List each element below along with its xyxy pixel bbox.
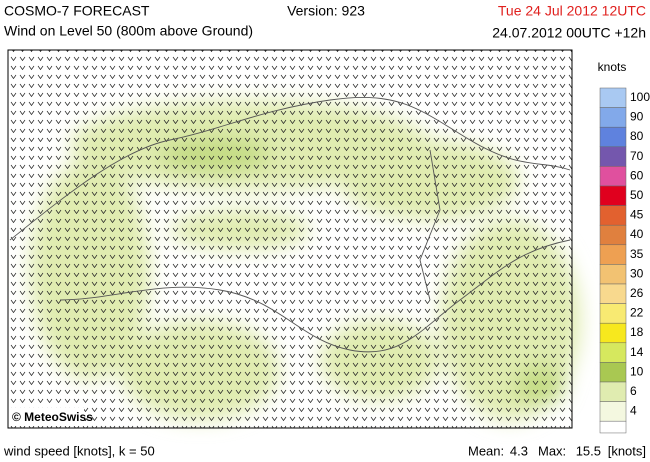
legend-swatch	[599, 146, 627, 167]
unit: [knots]	[608, 443, 646, 458]
legend-label: 30	[630, 266, 644, 280]
legend-label: 80	[630, 129, 644, 143]
legend-swatch	[599, 264, 627, 285]
map: © MeteoSwiss	[7, 49, 580, 429]
version: Version: 923	[287, 3, 365, 19]
map-border	[7, 49, 573, 429]
valid-time: Tue 24 Jul 2012 12UTC	[498, 3, 646, 19]
legend-label: 22	[630, 306, 644, 320]
legend: 100 90 80 70 60 50 45 40 35 30 26 22 18 14 10 6 4	[599, 87, 650, 434]
legend-swatch	[599, 283, 627, 304]
title: COSMO-7 FORECAST	[4, 3, 150, 19]
legend-label: 10	[630, 364, 644, 378]
run-time: 24.07.2012 00UTC +12h	[492, 25, 646, 41]
mean: 4.3	[510, 443, 528, 458]
legend-swatch	[599, 126, 627, 148]
border	[59, 239, 571, 353]
legend-swatch	[599, 87, 627, 108]
legend-label: 40	[630, 227, 644, 241]
legend-label: 6	[630, 384, 637, 398]
legend-label: 60	[630, 168, 644, 182]
legend-label: 35	[630, 247, 644, 261]
legend-swatch	[599, 401, 627, 422]
caption: wind speed [knots], k = 50	[3, 443, 155, 458]
legend-swatch	[599, 303, 627, 324]
max-label: Max:	[538, 443, 566, 458]
legend-label: 45	[630, 208, 644, 222]
mean-label: Mean:	[468, 443, 504, 458]
legend-label: 70	[630, 149, 644, 163]
legend-swatch	[599, 362, 627, 383]
legend-label: 100	[630, 90, 650, 104]
credit-box	[10, 408, 84, 426]
legend-swatch	[599, 420, 627, 434]
credit: © MeteoSwiss	[12, 410, 93, 424]
legend-label: 50	[630, 188, 644, 202]
legend-label: 14	[630, 345, 644, 359]
legend-swatch	[599, 224, 627, 246]
legend-title: knots	[598, 60, 627, 74]
wind-arrows	[8, 50, 572, 428]
legend-swatch	[599, 381, 627, 402]
legend-swatch	[599, 107, 627, 128]
border	[9, 96, 571, 241]
legend-swatch	[599, 342, 627, 363]
legend-label: 90	[630, 110, 644, 124]
legend-swatch	[599, 205, 627, 226]
legend-label: 18	[630, 325, 644, 339]
legend-swatch	[599, 185, 627, 206]
max: 15.5	[576, 443, 601, 458]
border	[419, 149, 441, 301]
legend-swatch	[599, 244, 627, 265]
legend-swatch	[599, 322, 627, 344]
legend-label: 4	[630, 404, 637, 418]
subtitle: Wind on Level 50 (800m above Ground)	[4, 23, 253, 39]
legend-swatch	[599, 166, 627, 187]
legend-label: 26	[630, 286, 644, 300]
